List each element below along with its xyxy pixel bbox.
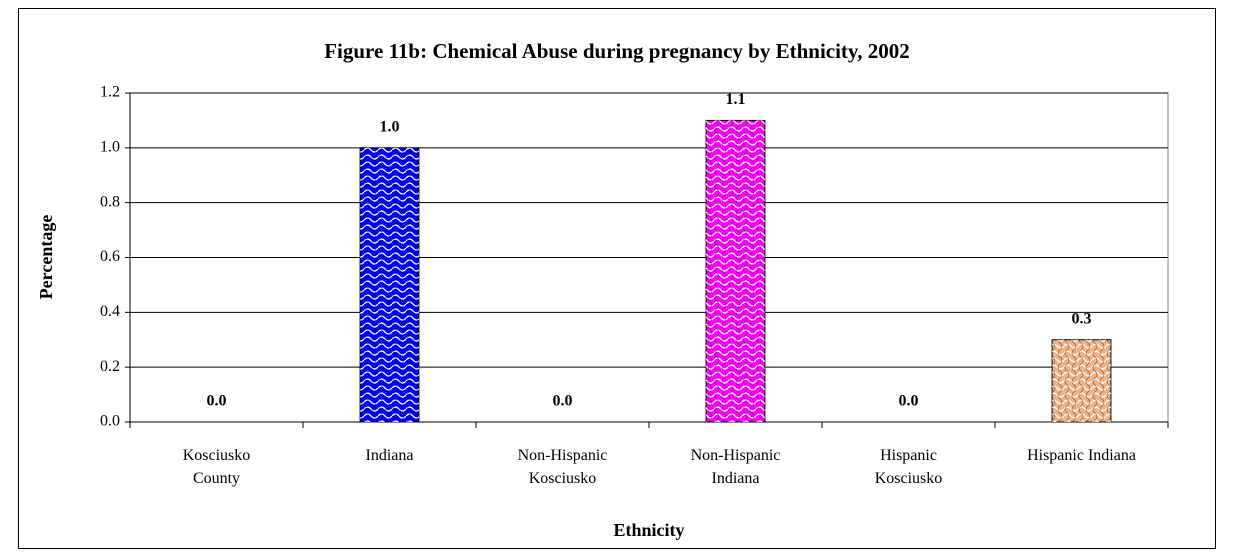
- y-tick-label: 0.0: [100, 413, 120, 430]
- bar-pattern: [360, 147, 419, 423]
- x-tick-label: Kosciusko County: [182, 447, 251, 487]
- y-tick-label: 0.4: [100, 303, 120, 320]
- data-label: 1.1: [726, 91, 746, 108]
- y-axis-label: Percentage: [36, 215, 56, 300]
- y-tick-label: 1.0: [100, 139, 120, 156]
- bar-pattern: [1052, 339, 1111, 422]
- data-label: 0.0: [899, 393, 919, 410]
- x-tick-label: Hispanic Kosciusko: [874, 447, 943, 487]
- data-label: 1.0: [380, 119, 400, 136]
- data-label: 0.0: [553, 393, 573, 410]
- x-tick-label: Non-Hispanic Kosciusko: [517, 447, 608, 487]
- y-tick-label: 0.2: [100, 358, 120, 375]
- x-tick-label: Hispanic Indiana: [1027, 447, 1136, 464]
- y-tick-label: 0.8: [100, 193, 120, 210]
- y-tick-label: 0.6: [100, 248, 120, 265]
- y-tick-label: 1.2: [100, 84, 120, 101]
- data-label: 0.0: [207, 393, 227, 410]
- chart-title: Figure 11b: Chemical Abuse during pregna…: [324, 39, 910, 63]
- bar-pattern: [706, 120, 765, 423]
- x-tick-label: Non-Hispanic Indiana: [690, 447, 781, 487]
- data-label: 0.3: [1072, 310, 1092, 327]
- chart-border: [18, 8, 1216, 549]
- x-axis-label: Ethnicity: [613, 520, 684, 540]
- x-tick-label: Indiana: [365, 447, 414, 464]
